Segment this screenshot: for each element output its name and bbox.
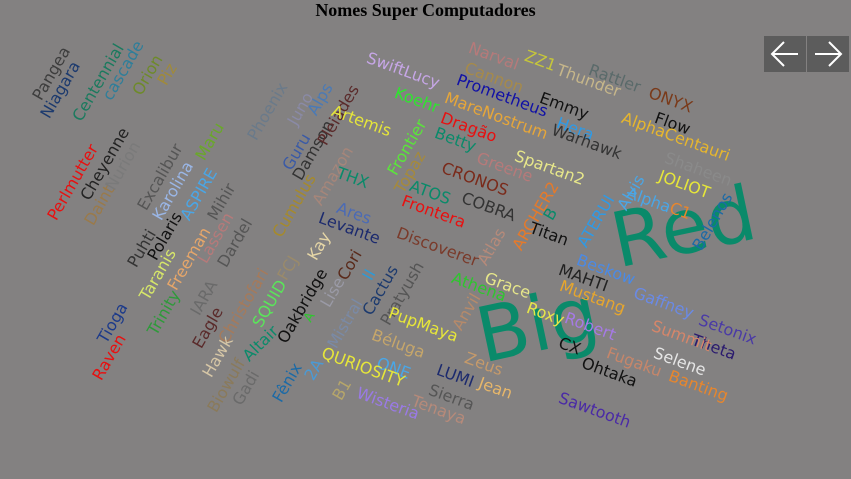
- word-cloud-word: THX: [334, 163, 372, 193]
- word-cloud-word: Raven: [88, 330, 130, 384]
- arrow-right-icon: [815, 41, 843, 67]
- word-cloud-word: Wisteria: [354, 383, 422, 424]
- word-cloud-word: Titan: [527, 218, 572, 250]
- word-cloud-word: Gaffney: [631, 283, 697, 323]
- word-cloud-word: Fênix: [268, 359, 306, 406]
- word-cloud-word: ONYX: [646, 83, 696, 117]
- prev-button[interactable]: [764, 36, 806, 72]
- word-cloud-word: A: [301, 309, 319, 325]
- next-button[interactable]: [806, 36, 849, 72]
- word-cloud-word: ZZ1: [522, 46, 559, 75]
- word-cloud-word: B: [539, 204, 562, 224]
- word-cloud-word: COBRA: [459, 188, 519, 226]
- arrow-left-icon: [770, 41, 798, 67]
- word-cloud-word: Jean: [476, 373, 516, 403]
- word-cloud-word: Atlas: [473, 224, 510, 269]
- word-cloud-word: Artemis: [329, 101, 394, 141]
- word-cloud-word: Phoenix: [243, 79, 292, 144]
- word-cloud-word: Cori: [333, 246, 366, 284]
- word-cloud-word: Sawtooth: [556, 388, 634, 432]
- page-title: Nomes Super Computadores: [315, 0, 536, 20]
- word-cloud-word: B1: [328, 375, 356, 404]
- word-cloud-word: Altair: [238, 321, 283, 366]
- word-cloud-word: Maru: [191, 119, 228, 164]
- word-cloud-word: Cumulus: [268, 170, 320, 241]
- navigation-buttons: [764, 36, 849, 72]
- word-cloud-word: Kay: [303, 228, 335, 264]
